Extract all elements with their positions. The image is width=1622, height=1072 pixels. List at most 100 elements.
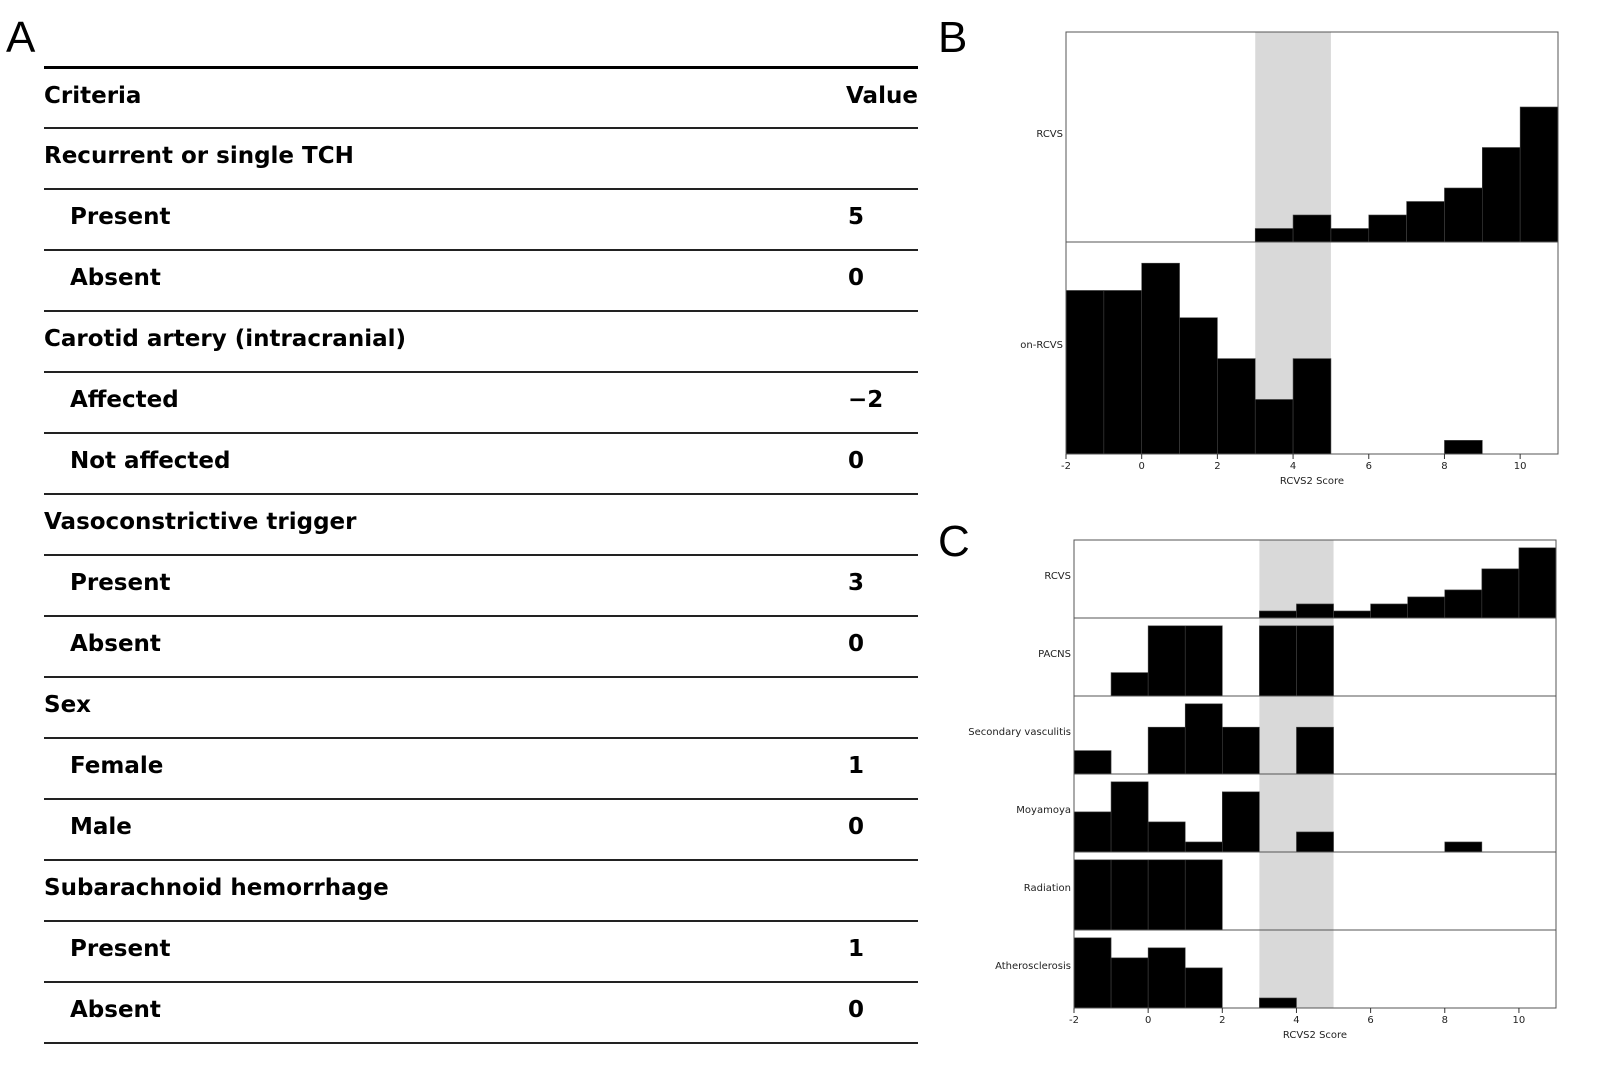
bar-rcvs-bin-12 [1519, 106, 1559, 243]
bar-moyamoya-bin-1 [1110, 781, 1149, 853]
table-row-option: Absent 0 [44, 981, 918, 1042]
x-tick-label: 6 [1367, 1015, 1373, 1026]
bar-rcvs-bin-10 [1444, 187, 1483, 243]
x-tick-label: -2 [1061, 461, 1071, 472]
option-label: Present [70, 936, 171, 962]
bar-pacns-bin-6 [1296, 625, 1334, 697]
x-tick-label: 8 [1441, 461, 1447, 472]
score-value: 1 [848, 753, 865, 779]
table-row-option: Affected −2 [44, 371, 918, 432]
bar-radiation-bin-2 [1147, 859, 1186, 931]
table-row-option: Male 0 [44, 798, 918, 859]
bar-rcvs-bin-6 [1292, 214, 1332, 243]
option-label: Absent [70, 631, 161, 657]
x-tick-label: 4 [1293, 1015, 1299, 1026]
x-tick-label: 0 [1139, 461, 1145, 472]
score-value: 0 [848, 997, 865, 1023]
bar-moyamoya-bin-10 [1444, 841, 1483, 853]
criterion-label: Sex [44, 692, 91, 718]
bar-rcvs-bin-11 [1481, 568, 1520, 619]
bar-non-rcvs-bin-5 [1254, 399, 1294, 455]
panel-frame [1073, 929, 1557, 1009]
criterion-label: Recurrent or single TCH [44, 143, 354, 169]
value-column-header: Value [846, 83, 918, 109]
bar-atherosclerosis-bin-3 [1184, 967, 1223, 1009]
bar-secondary-vasculitis-bin-2 [1147, 726, 1186, 775]
table-bottom-rule [44, 1042, 918, 1044]
bar-atherosclerosis-bin-0 [1073, 937, 1112, 1009]
table-row-option: Present 3 [44, 554, 918, 615]
bar-moyamoya-bin-4 [1222, 791, 1260, 853]
series-label-atherosclerosis: Atherosclerosis [995, 961, 1071, 972]
option-label: Not affected [70, 448, 231, 474]
score-value: −2 [848, 387, 884, 413]
option-label: Male [70, 814, 132, 840]
x-axis-label: RCVS2 Score [1283, 1030, 1347, 1041]
option-label: Female [70, 753, 164, 779]
score-value: 0 [848, 631, 865, 657]
bar-pacns-bin-2 [1147, 625, 1186, 697]
x-tick-label: 8 [1442, 1015, 1448, 1026]
bar-rcvs-bin-7 [1333, 610, 1371, 619]
bar-non-rcvs-bin-1 [1103, 290, 1142, 455]
option-label: Absent [70, 265, 161, 291]
table-row-option: Absent 0 [44, 249, 918, 310]
table-row-criterion: Subarachnoid hemorrhage [44, 859, 918, 920]
score-value: 0 [848, 448, 865, 474]
bar-rcvs-bin-5 [1259, 610, 1297, 619]
bar-atherosclerosis-bin-2 [1147, 947, 1186, 1009]
bar-rcvs-bin-12 [1518, 547, 1557, 619]
table-row-criterion: Vasoconstrictive trigger [44, 493, 918, 554]
table-header-row: Criteria Value [44, 66, 918, 127]
bar-secondary-vasculitis-bin-3 [1184, 703, 1223, 775]
bar-rcvs-bin-7 [1330, 228, 1370, 243]
table-body: Recurrent or single TCH Present 5 Absent 0 Ca… [44, 127, 918, 1042]
bar-non-rcvs-bin-2 [1141, 262, 1180, 455]
bar-non-rcvs-bin-4 [1217, 358, 1256, 455]
bar-secondary-vasculitis-bin-4 [1222, 726, 1260, 775]
chart-c-rcvs-subtype-histogram: RCVS PACNS Secondary vasculitis Moyamoya Rad… [968, 539, 1557, 1041]
bar-rcvs-bin-10 [1444, 589, 1483, 619]
bar-radiation-bin-1 [1110, 859, 1149, 931]
criterion-label: Vasoconstrictive trigger [44, 509, 357, 535]
table-row-option: Not affected 0 [44, 432, 918, 493]
table-row-criterion: Recurrent or single TCH [44, 127, 918, 188]
bar-non-rcvs-bin-0 [1065, 290, 1105, 455]
bar-secondary-vasculitis-bin-6 [1296, 726, 1334, 775]
series-label-rcvs: RCVS [1044, 571, 1071, 582]
bar-pacns-bin-5 [1259, 625, 1297, 697]
criterion-label: Carotid artery (intracranial) [44, 326, 406, 352]
score-value: 3 [848, 570, 865, 596]
x-tick-label: 2 [1214, 461, 1220, 472]
score-value: 1 [848, 936, 865, 962]
table-row-criterion: Sex [44, 676, 918, 737]
series-label-pacns: PACNS [1038, 649, 1071, 660]
option-label: Present [70, 204, 171, 230]
x-tick-label: 0 [1145, 1015, 1151, 1026]
x-tick-label: 10 [1513, 1015, 1526, 1026]
x-tick-label: 10 [1514, 461, 1527, 472]
panel-b-label: B [938, 13, 968, 62]
table-row-criterion: Carotid artery (intracranial) [44, 310, 918, 371]
bar-rcvs-bin-9 [1407, 596, 1446, 619]
option-label: Absent [70, 997, 161, 1023]
bar-non-rcvs-bin-6 [1292, 358, 1332, 455]
series-label-radiation: Radiation [1024, 883, 1071, 894]
bar-moyamoya-bin-2 [1147, 821, 1186, 853]
bar-pacns-bin-1 [1110, 672, 1149, 697]
score-value: 5 [848, 204, 865, 230]
bar-rcvs-bin-8 [1370, 603, 1408, 619]
x-tick-label: 6 [1366, 461, 1372, 472]
bar-pacns-bin-3 [1184, 625, 1223, 697]
chart-b-rcvs-histogram: RCVS Non-RCVS -2 0 2 4 6 8 10 RCVS2 Score [1020, 31, 1559, 487]
bar-moyamoya-bin-3 [1184, 841, 1223, 853]
series-label-non-rcvs: Non-RCVS [1020, 340, 1063, 351]
table-row-option: Present 1 [44, 920, 918, 981]
bar-atherosclerosis-bin-1 [1110, 957, 1149, 1009]
panel-frame [1065, 241, 1559, 455]
criterion-label: Subarachnoid hemorrhage [44, 875, 389, 901]
x-axis-label: RCVS2 Score [1280, 476, 1344, 487]
criteria-table: Criteria Value Recurrent or single TCH Pr… [44, 66, 918, 1044]
panel-c-label: C [938, 517, 970, 566]
x-tick-label: 4 [1290, 461, 1296, 472]
